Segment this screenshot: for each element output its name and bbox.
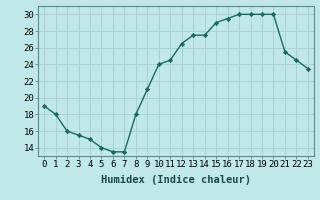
X-axis label: Humidex (Indice chaleur): Humidex (Indice chaleur) [101,175,251,185]
